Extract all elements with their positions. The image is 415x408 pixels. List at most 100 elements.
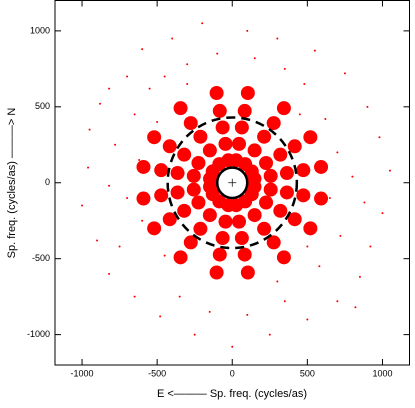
point [234,120,249,135]
y-axis-label: Sp. freq. (cycles/as) ———> N [6,108,18,259]
point [276,280,279,283]
point [240,265,255,280]
point [378,136,381,139]
point [276,101,291,116]
point [234,231,249,246]
point [159,315,162,318]
point [303,130,318,145]
point [133,295,136,298]
point [246,29,249,32]
point [183,116,198,131]
point [247,208,262,223]
point [253,57,256,60]
point [218,136,233,151]
point [177,147,192,162]
point [328,196,331,199]
point [126,75,129,78]
point [287,212,302,227]
point [163,75,166,78]
point [381,212,384,215]
x-tick-label: 500 [300,368,315,378]
point [133,113,136,116]
point [186,182,201,197]
point [170,185,185,200]
point [324,117,327,120]
point [336,151,339,154]
point [279,185,294,200]
point [193,221,208,236]
point [216,52,219,55]
point [257,221,272,236]
point [221,153,236,168]
point [193,129,208,144]
point [259,156,274,171]
point [283,67,286,70]
point [232,136,247,151]
point [231,345,234,348]
point [354,306,357,309]
point [186,63,189,66]
y-tick-label: 500 [35,101,50,111]
point [209,85,224,100]
point [173,101,188,116]
point [96,239,99,242]
point [351,175,354,178]
point [202,143,217,158]
point [173,250,188,265]
point [212,247,227,262]
point [170,166,185,181]
point [201,22,204,25]
point [177,203,192,218]
point [147,221,162,236]
point [318,265,321,268]
point [178,295,181,298]
point [237,103,252,118]
point [283,300,286,303]
point [193,333,196,336]
point [313,49,316,52]
point [363,201,366,204]
point [136,191,151,206]
point [268,333,271,336]
point [314,191,329,206]
point [108,272,111,275]
point [147,130,162,145]
point [306,245,309,248]
x-tick-label: -500 [148,368,166,378]
x-axis-label: E <——— Sp. freq. (cycles/as) [157,388,307,400]
point [118,245,121,248]
point [336,300,339,303]
y-tick-label: -1000 [27,329,50,339]
ring [166,116,299,250]
point [314,159,329,174]
point [246,313,249,316]
point [306,318,309,321]
x-tick-label: -1000 [71,368,94,378]
point [296,188,311,203]
point [215,120,230,135]
point [259,195,274,210]
point [263,168,278,183]
point [212,103,227,118]
point [276,37,279,40]
point [296,163,311,178]
point [163,254,166,257]
point [339,234,342,237]
point [209,265,224,280]
x-tick-label: 0 [230,368,235,378]
point [191,156,206,171]
ring [215,166,249,200]
point [141,219,144,222]
point [99,102,102,105]
point [114,143,117,146]
point [186,168,201,183]
point [154,188,169,203]
point [237,247,252,262]
point [87,166,90,169]
point [171,37,174,40]
point [287,139,302,154]
y-tick-label: 0 [45,177,50,187]
point [279,166,294,181]
point [108,87,111,90]
point [208,310,211,313]
